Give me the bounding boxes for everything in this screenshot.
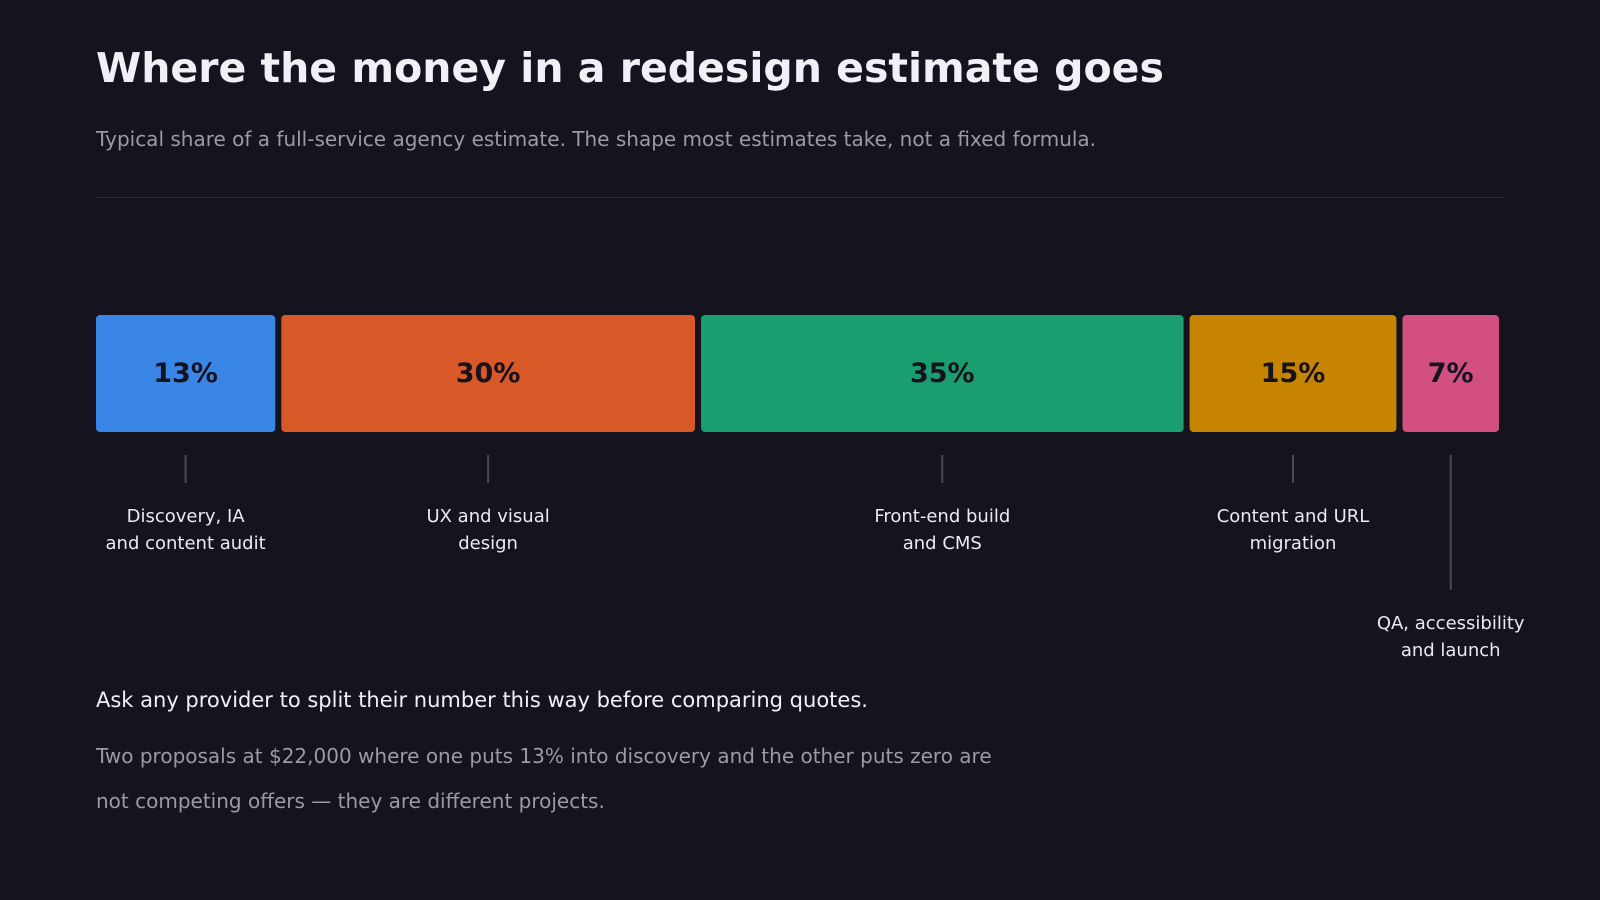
chart-subtitle: Typical share of a full-service agency e… <box>96 127 1097 151</box>
segment-value-label-1: 13% <box>153 358 218 389</box>
category-label-line: UX and visual <box>426 506 550 527</box>
bar-segment-3 <box>701 315 1184 432</box>
bar-segment-1 <box>96 315 276 432</box>
chart-title: Where the money in a redesign estimate g… <box>96 44 1164 92</box>
stacked-bar-chart: 13% 30% 35% 15% 7% <box>96 315 1499 590</box>
segment-value-label-5: 7% <box>1428 358 1474 389</box>
bar-segment-2 <box>281 315 695 432</box>
footer-body: Two proposals at $22,000 where one puts … <box>96 744 992 813</box>
category-label-line: QA, accessibility <box>1376 613 1525 634</box>
category-label-line: and CMS <box>902 533 982 554</box>
category-label-line: Discovery, IA <box>126 506 245 527</box>
category-label-3: Front-end build and CMS <box>842 503 1042 557</box>
footer-lead: Ask any provider to split their number t… <box>96 688 868 712</box>
header-divider <box>96 197 1504 198</box>
bar-segment-5 <box>1402 315 1499 432</box>
category-label-4: Content and URL migration <box>1193 503 1393 557</box>
category-label-5: QA, accessibility and launch <box>1351 610 1551 664</box>
segment-value-label-2: 30% <box>456 358 521 389</box>
segment-value-label-3: 35% <box>910 358 975 389</box>
category-label-line: Content and URL <box>1216 506 1370 527</box>
category-label-line: and launch <box>1400 640 1501 661</box>
category-label-line: and content audit <box>105 533 266 554</box>
category-label-line: Front-end build <box>874 506 1011 527</box>
category-label-1: Discovery, IA and content audit <box>86 503 286 557</box>
bar-segment-4 <box>1189 315 1397 432</box>
segment-value-label-4: 15% <box>1261 358 1326 389</box>
category-label-2: UX and visual design <box>388 503 588 557</box>
category-label-line: design <box>458 533 518 554</box>
category-label-line: migration <box>1249 533 1337 554</box>
